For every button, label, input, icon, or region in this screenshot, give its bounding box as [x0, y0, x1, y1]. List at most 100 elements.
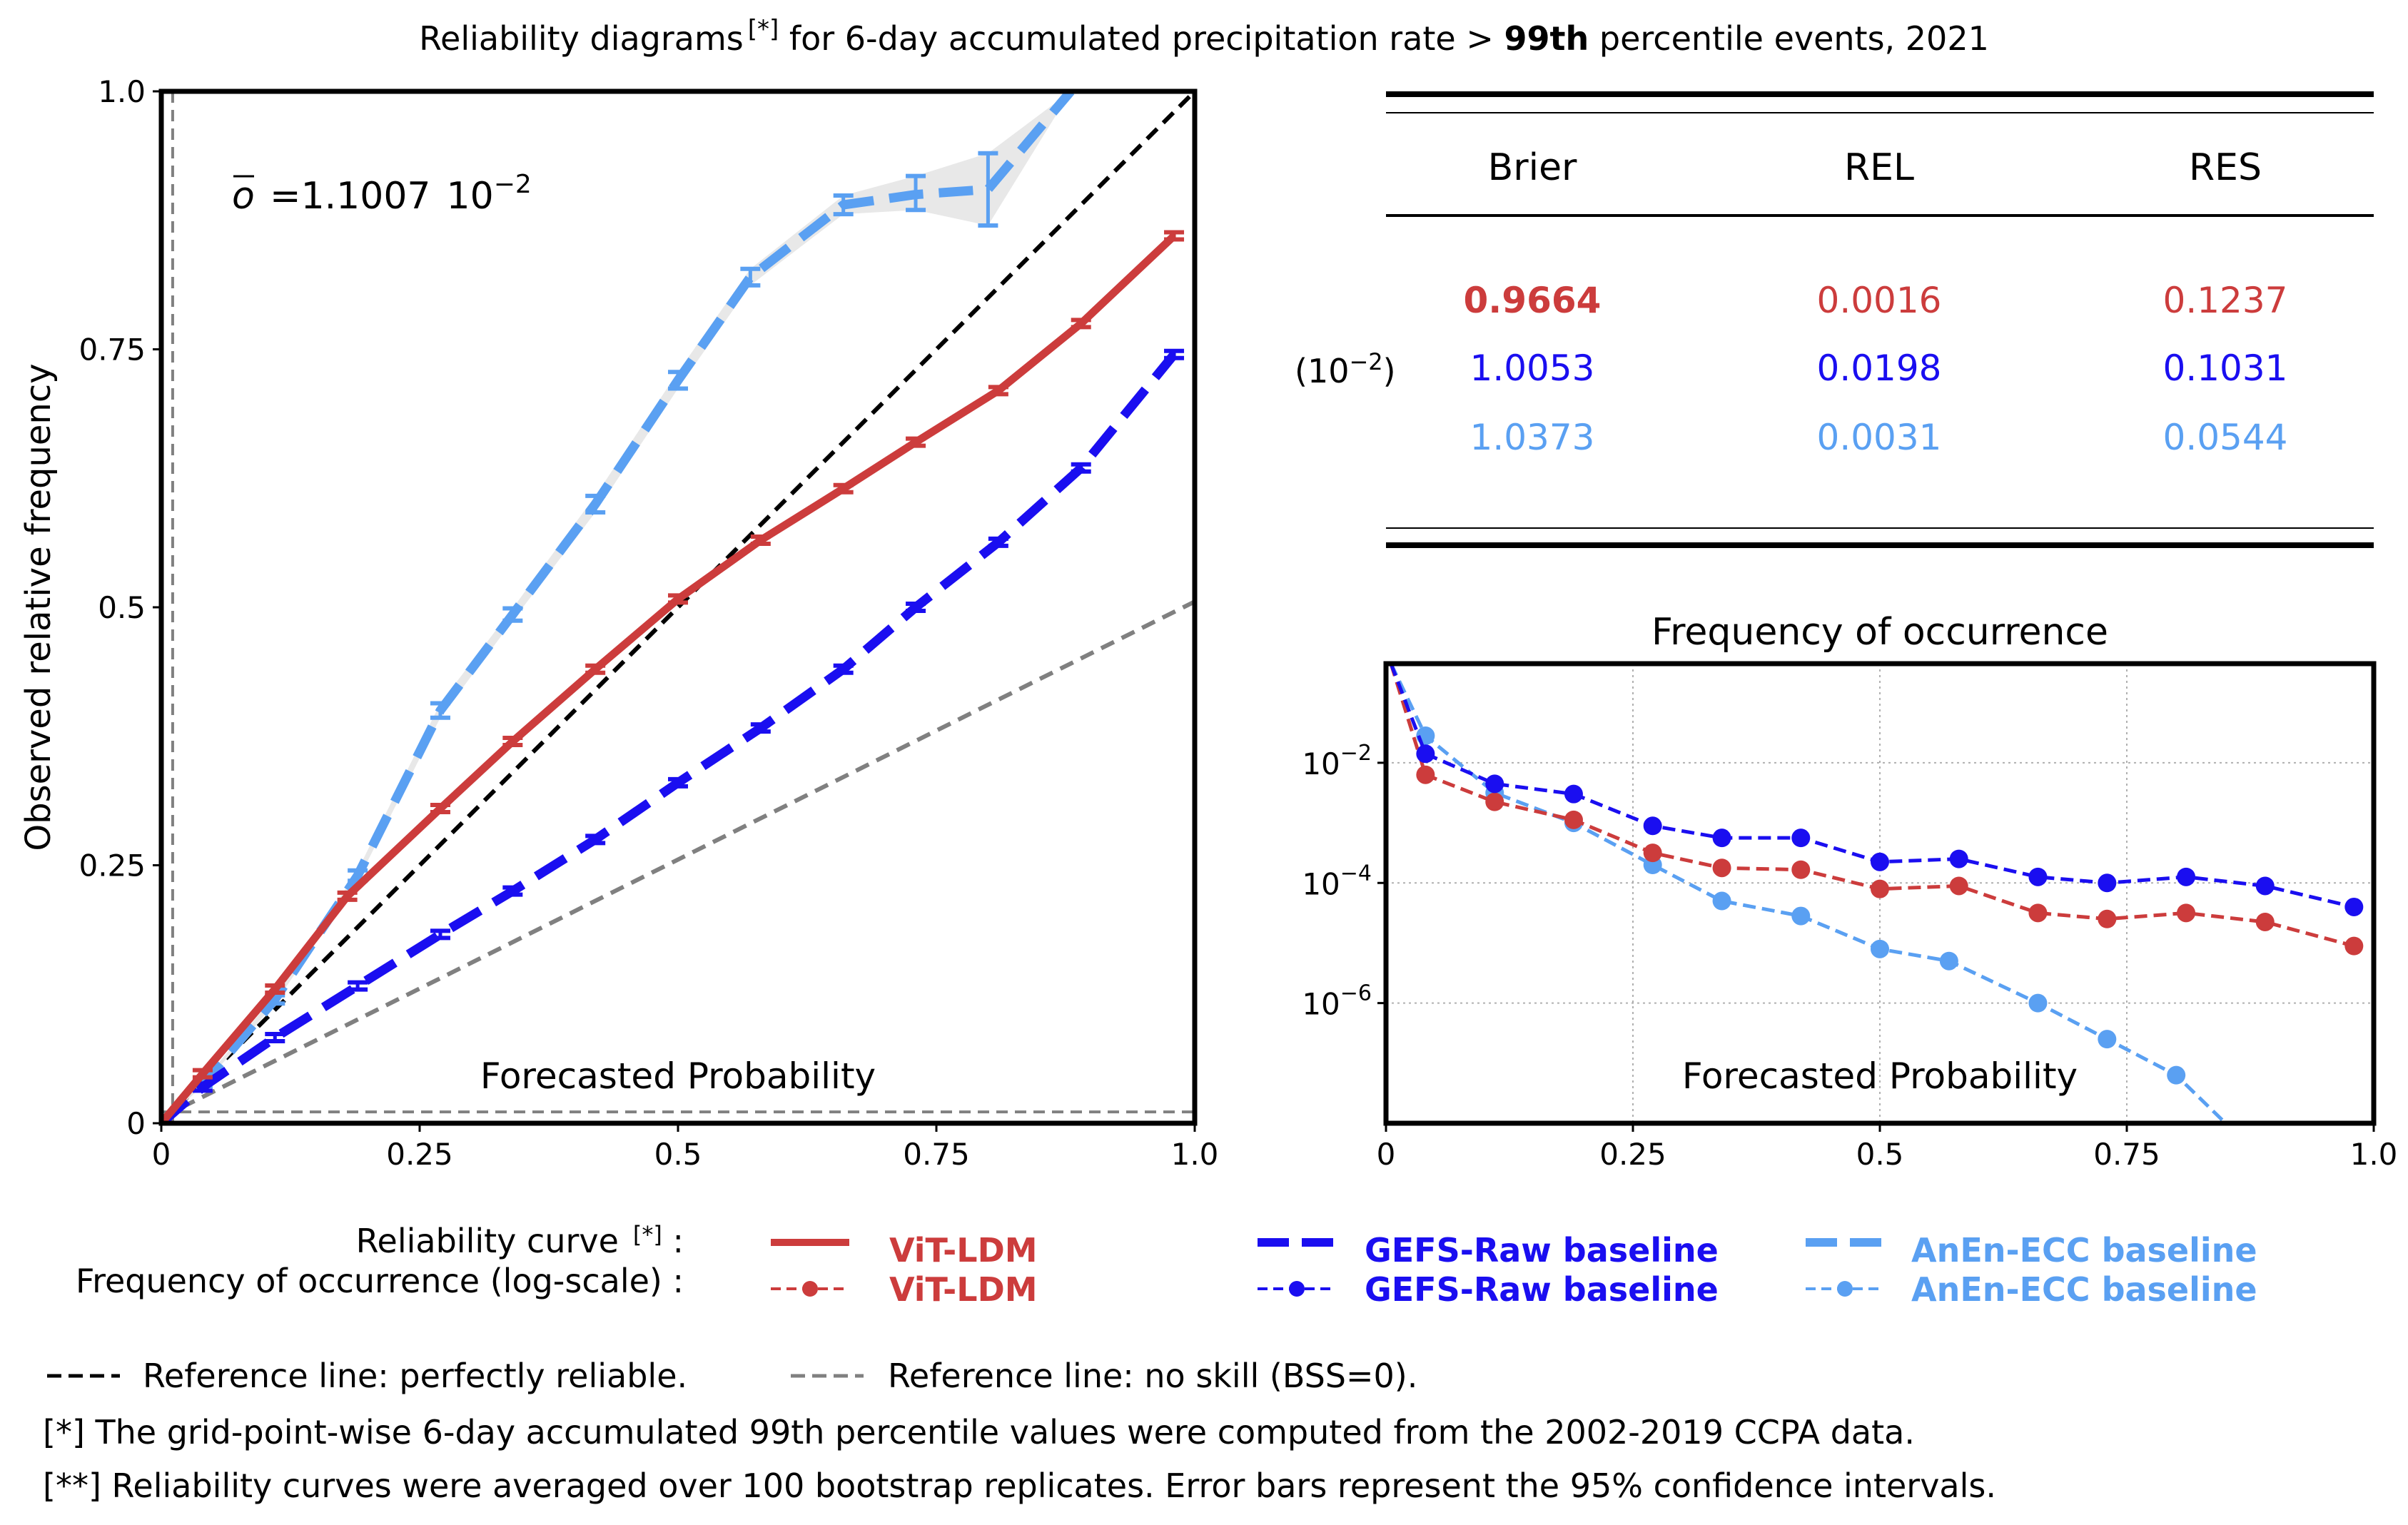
error-bar [430, 802, 450, 814]
frequency-point [1949, 876, 1968, 896]
error-bar [502, 735, 523, 747]
frequency-point [1871, 939, 1889, 958]
table-cell-res: 0.1237 [2163, 280, 2288, 321]
frequency-point [1791, 860, 1811, 879]
left-x-tick-label: 0.5 [654, 1137, 702, 1172]
no-skill-line [161, 599, 1195, 1120]
legend-row2-label: Frequency of occurrence (log-scale) : [76, 1262, 684, 1300]
vit-ldm-frequency-curve [1389, 664, 2354, 948]
frequency-point [2177, 867, 2196, 886]
frequency-point [1564, 784, 1583, 804]
error-bar [978, 151, 998, 228]
error-bar [1164, 348, 1185, 360]
frequency-point [2028, 993, 2048, 1013]
error-bar [337, 890, 358, 902]
frequency-point [2177, 903, 2196, 923]
right-plot-title: Frequency of occurrence [1651, 611, 2108, 654]
right-x-tick-label: 0.75 [2093, 1137, 2160, 1172]
climatology-symbol: o [232, 175, 255, 218]
scores-table: Brier REL RES (10−2) 0.9664 0.0016 0.1237 1… [1295, 91, 2374, 548]
left-x-tick-label: 0.75 [903, 1137, 970, 1172]
error-bar [348, 980, 368, 992]
table-cell-rel: 0.0016 [1817, 280, 1942, 321]
frequency-point [1949, 849, 1968, 868]
reliability-diagram: 00 0.25 0.25 0.5 0.5 0.75 0.75 1.0 1.0 Observed … [19, 74, 1218, 1172]
legend-reliability-label: AnEn-ECC baseline [1911, 1231, 2257, 1270]
frequency-point [1416, 765, 1435, 784]
frequency-point [1871, 879, 1889, 898]
error-bar [585, 834, 606, 846]
legend-ref-noskill: Reference line: no skill (BSS=0). [791, 1357, 1417, 1395]
left-y-tick-label: 1.0 [98, 74, 146, 109]
frequency-point [2255, 912, 2275, 931]
legend-reliability-label: ViT-LDM [889, 1231, 1038, 1270]
frequency-point [1485, 792, 1504, 811]
table-cell-brier: 0.9664 [1464, 280, 1602, 321]
legend-frequency-marker [1289, 1281, 1305, 1297]
error-bar [906, 436, 926, 448]
frequency-point [2098, 1030, 2117, 1049]
anen-confidence-band [161, 91, 1071, 1123]
table-cell-rel: 0.0198 [1817, 348, 1942, 389]
frequency-point [2344, 936, 2364, 956]
error-bar [750, 534, 771, 547]
climatology-annotation: o =1.1007 10−2 [232, 170, 532, 218]
footnote-1: [*] The grid-point-wise 6-day accumulate… [43, 1413, 1915, 1451]
footnote-2: [**] Reliability curves were averaged ov… [43, 1466, 1996, 1505]
legend: Reliability curve [*] : Frequency of occu… [47, 1221, 2257, 1395]
left-x-axis-label: Forecasted Probability [480, 1055, 876, 1097]
legend-perfect-label: Reference line: perfectly reliable. [143, 1357, 687, 1395]
error-bar [668, 370, 688, 391]
right-x-axis-label: Forecasted Probability [1682, 1055, 2078, 1097]
table-cell-res: 0.1031 [2163, 348, 2288, 389]
left-y-axis-label: Observed relative frequency [19, 363, 59, 851]
frequency-point [1416, 744, 1435, 764]
right-x-tick-label: 0.5 [1856, 1137, 1904, 1172]
climatology-value: =1.1007 10−2 [270, 170, 532, 218]
left-y-tick-label: 0 [126, 1106, 146, 1141]
error-bar [430, 928, 450, 941]
left-y-tick-label: 0.5 [98, 590, 146, 625]
error-bar [1164, 230, 1185, 242]
error-bar [833, 193, 854, 217]
error-bar [430, 701, 450, 720]
table-cell-res: 0.0544 [2163, 417, 2288, 458]
error-bar [1071, 318, 1091, 330]
error-bar [906, 602, 926, 613]
legend-ref-perfect: Reference line: perfectly reliable. [47, 1357, 687, 1395]
frequency-point [1939, 951, 1958, 971]
frequency-point [1791, 906, 1811, 926]
figure-title: Reliability diagrams [*] for 6-day accumu… [419, 15, 1989, 58]
error-bar [988, 536, 1008, 548]
table-header-res: RES [2189, 146, 2262, 189]
anen-ecc-reliability-curve [161, 91, 1075, 1123]
frequency-point [2255, 876, 2275, 896]
table-scale-label: (10−2) [1295, 348, 1396, 390]
error-bar [1071, 462, 1091, 474]
table-row: 1.0053 0.0198 0.1031 [1470, 348, 2288, 389]
error-bar [502, 606, 523, 623]
legend-frequency-marker [1837, 1281, 1853, 1297]
frequency-point [2028, 867, 2048, 886]
frequency-point [2344, 897, 2364, 916]
table-cell-brier: 1.0053 [1470, 348, 1595, 389]
table-header-brier: Brier [1488, 146, 1577, 189]
gefs-raw-frequency-curve [1389, 664, 2354, 909]
right-x-tick-label: 1.0 [2350, 1137, 2398, 1172]
left-x-tick-label: 0.25 [386, 1137, 453, 1172]
gefs-raw-reliability-curve [161, 351, 1178, 1123]
left-y-tick-label: 0.25 [79, 848, 146, 883]
right-y-tick-label: 10−2 [1302, 741, 1372, 781]
right-y-tick-label: 10−4 [1302, 861, 1372, 901]
table-cell-rel: 0.0031 [1817, 417, 1942, 458]
frequency-point [1485, 774, 1504, 794]
table-row: 0.9664 0.0016 0.1237 [1464, 280, 2288, 321]
legend-frequency-label: GEFS-Raw baseline [1365, 1270, 1719, 1309]
error-bar [192, 1068, 213, 1080]
table-header-rel: REL [1844, 146, 1914, 189]
frequency-point [1643, 843, 1662, 863]
frequency-point [2028, 903, 2048, 923]
legend-row1-label: Reliability curve [*] : [356, 1221, 684, 1260]
